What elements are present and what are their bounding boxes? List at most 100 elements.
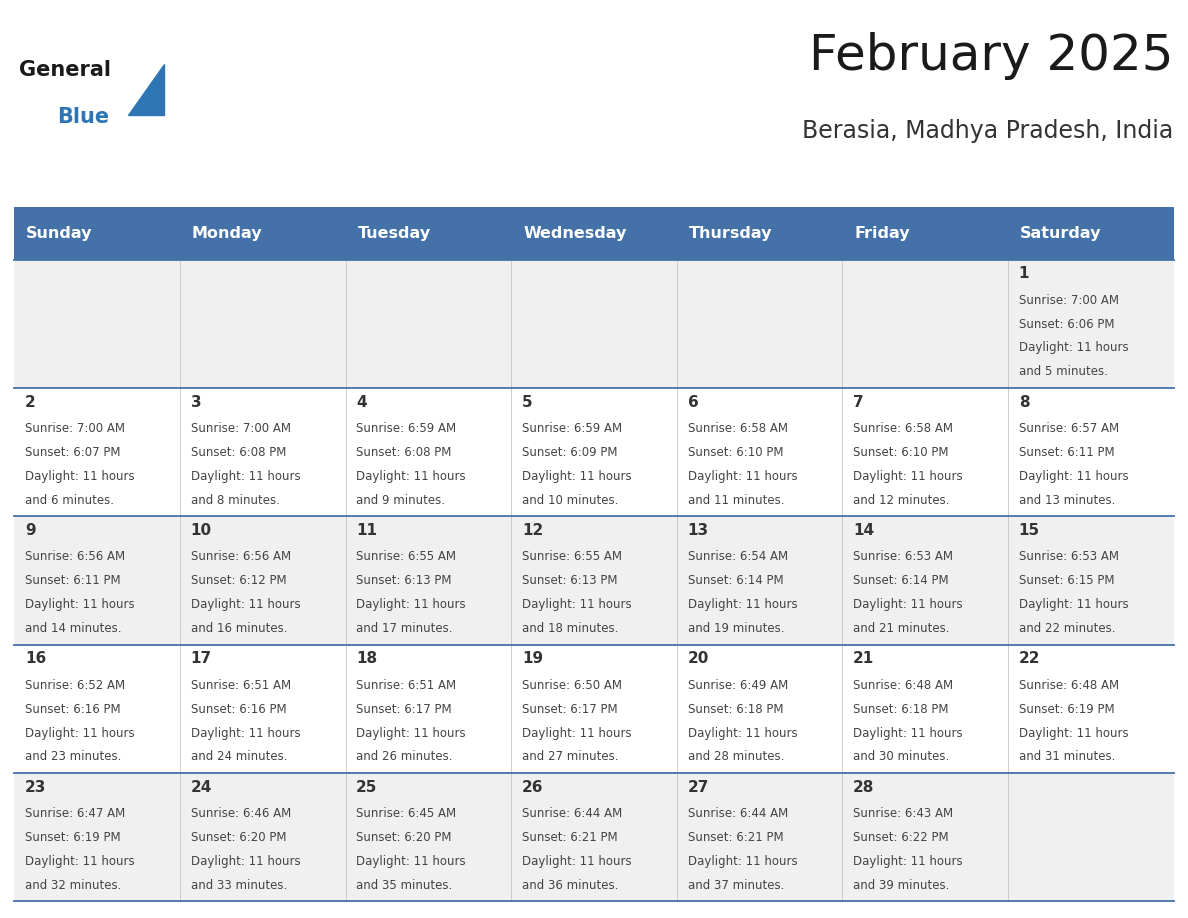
- Text: and 19 minutes.: and 19 minutes.: [688, 622, 784, 635]
- Text: 10: 10: [190, 523, 211, 538]
- Text: 16: 16: [25, 651, 46, 666]
- Text: Sunrise: 6:58 AM: Sunrise: 6:58 AM: [853, 422, 953, 435]
- Text: Daylight: 11 hours: Daylight: 11 hours: [190, 855, 301, 868]
- Text: and 22 minutes.: and 22 minutes.: [1019, 622, 1116, 635]
- Bar: [14, 260, 1174, 388]
- Text: and 27 minutes.: and 27 minutes.: [522, 750, 619, 764]
- Text: 17: 17: [190, 651, 211, 666]
- Text: 15: 15: [1019, 523, 1040, 538]
- Text: Sunset: 6:16 PM: Sunset: 6:16 PM: [25, 702, 120, 716]
- Text: 1: 1: [1019, 266, 1029, 281]
- Bar: [14, 388, 1174, 517]
- Text: and 12 minutes.: and 12 minutes.: [853, 494, 949, 507]
- Text: Sunset: 6:21 PM: Sunset: 6:21 PM: [688, 831, 783, 844]
- Text: Friday: Friday: [854, 226, 910, 241]
- Text: Sunset: 6:10 PM: Sunset: 6:10 PM: [688, 446, 783, 459]
- Text: and 13 minutes.: and 13 minutes.: [1019, 494, 1116, 507]
- Text: Sunset: 6:18 PM: Sunset: 6:18 PM: [688, 702, 783, 716]
- Text: 11: 11: [356, 523, 378, 538]
- Text: Sunrise: 6:53 AM: Sunrise: 6:53 AM: [853, 551, 953, 564]
- Text: Sunrise: 6:51 AM: Sunrise: 6:51 AM: [356, 678, 456, 692]
- Text: February 2025: February 2025: [809, 32, 1174, 80]
- Text: 5: 5: [522, 395, 532, 409]
- Text: and 8 minutes.: and 8 minutes.: [190, 494, 279, 507]
- Text: Daylight: 11 hours: Daylight: 11 hours: [25, 599, 134, 611]
- Text: and 24 minutes.: and 24 minutes.: [190, 750, 287, 764]
- Bar: [677, 207, 842, 260]
- Text: Sunrise: 7:00 AM: Sunrise: 7:00 AM: [190, 422, 291, 435]
- Bar: [14, 644, 1174, 773]
- Text: and 32 minutes.: and 32 minutes.: [25, 879, 121, 891]
- Text: and 33 minutes.: and 33 minutes.: [190, 879, 286, 891]
- Bar: [14, 773, 1174, 901]
- Text: Sunset: 6:13 PM: Sunset: 6:13 PM: [356, 575, 451, 588]
- Text: 12: 12: [522, 523, 543, 538]
- Text: Sunset: 6:11 PM: Sunset: 6:11 PM: [1019, 446, 1114, 459]
- Text: and 5 minutes.: and 5 minutes.: [1019, 365, 1107, 378]
- Text: Daylight: 11 hours: Daylight: 11 hours: [1019, 470, 1129, 483]
- Text: 24: 24: [190, 779, 211, 795]
- Text: Daylight: 11 hours: Daylight: 11 hours: [853, 726, 962, 740]
- Bar: [14, 517, 1174, 644]
- Text: Daylight: 11 hours: Daylight: 11 hours: [688, 470, 797, 483]
- Text: Sunset: 6:14 PM: Sunset: 6:14 PM: [688, 575, 783, 588]
- Text: Sunset: 6:17 PM: Sunset: 6:17 PM: [522, 702, 618, 716]
- Text: Sunrise: 6:54 AM: Sunrise: 6:54 AM: [688, 551, 788, 564]
- Text: and 9 minutes.: and 9 minutes.: [356, 494, 446, 507]
- Text: Daylight: 11 hours: Daylight: 11 hours: [190, 726, 301, 740]
- Text: Sunset: 6:17 PM: Sunset: 6:17 PM: [356, 702, 451, 716]
- Text: Sunrise: 6:48 AM: Sunrise: 6:48 AM: [853, 678, 953, 692]
- Text: and 35 minutes.: and 35 minutes.: [356, 879, 453, 891]
- Text: Sunrise: 6:56 AM: Sunrise: 6:56 AM: [25, 551, 125, 564]
- Text: 28: 28: [853, 779, 874, 795]
- Text: Sunset: 6:06 PM: Sunset: 6:06 PM: [1019, 318, 1114, 330]
- Text: and 11 minutes.: and 11 minutes.: [688, 494, 784, 507]
- Text: 8: 8: [1019, 395, 1030, 409]
- Text: Sunday: Sunday: [26, 226, 93, 241]
- Text: and 30 minutes.: and 30 minutes.: [853, 750, 949, 764]
- Text: Daylight: 11 hours: Daylight: 11 hours: [853, 599, 962, 611]
- Text: Sunrise: 6:45 AM: Sunrise: 6:45 AM: [356, 807, 456, 820]
- Text: Sunrise: 6:57 AM: Sunrise: 6:57 AM: [1019, 422, 1119, 435]
- Text: Saturday: Saturday: [1020, 226, 1101, 241]
- Text: Daylight: 11 hours: Daylight: 11 hours: [688, 855, 797, 868]
- Text: 18: 18: [356, 651, 378, 666]
- Text: Daylight: 11 hours: Daylight: 11 hours: [688, 726, 797, 740]
- Text: Daylight: 11 hours: Daylight: 11 hours: [25, 855, 134, 868]
- Text: 14: 14: [853, 523, 874, 538]
- Bar: [346, 207, 511, 260]
- Text: Daylight: 11 hours: Daylight: 11 hours: [522, 599, 632, 611]
- Text: Sunset: 6:10 PM: Sunset: 6:10 PM: [853, 446, 949, 459]
- Text: Daylight: 11 hours: Daylight: 11 hours: [853, 855, 962, 868]
- Text: Sunrise: 6:59 AM: Sunrise: 6:59 AM: [522, 422, 623, 435]
- Text: 26: 26: [522, 779, 543, 795]
- Text: Daylight: 11 hours: Daylight: 11 hours: [688, 599, 797, 611]
- Bar: [1009, 207, 1174, 260]
- Text: and 18 minutes.: and 18 minutes.: [522, 622, 618, 635]
- Text: Sunrise: 6:44 AM: Sunrise: 6:44 AM: [522, 807, 623, 820]
- Text: Sunrise: 6:55 AM: Sunrise: 6:55 AM: [522, 551, 621, 564]
- Text: Sunset: 6:16 PM: Sunset: 6:16 PM: [190, 702, 286, 716]
- Text: 20: 20: [688, 651, 709, 666]
- Text: Sunset: 6:22 PM: Sunset: 6:22 PM: [853, 831, 949, 844]
- Text: and 31 minutes.: and 31 minutes.: [1019, 750, 1116, 764]
- Text: Daylight: 11 hours: Daylight: 11 hours: [356, 855, 466, 868]
- Text: and 26 minutes.: and 26 minutes.: [356, 750, 453, 764]
- Text: Sunset: 6:19 PM: Sunset: 6:19 PM: [1019, 702, 1114, 716]
- Text: Daylight: 11 hours: Daylight: 11 hours: [522, 726, 632, 740]
- Text: Sunrise: 6:56 AM: Sunrise: 6:56 AM: [190, 551, 291, 564]
- Bar: [842, 207, 1009, 260]
- Text: Sunrise: 7:00 AM: Sunrise: 7:00 AM: [1019, 294, 1119, 307]
- Text: Sunrise: 6:44 AM: Sunrise: 6:44 AM: [688, 807, 788, 820]
- Text: 13: 13: [688, 523, 708, 538]
- Text: and 39 minutes.: and 39 minutes.: [853, 879, 949, 891]
- Text: 22: 22: [1019, 651, 1041, 666]
- Text: 7: 7: [853, 395, 864, 409]
- Text: Daylight: 11 hours: Daylight: 11 hours: [522, 855, 632, 868]
- Text: Daylight: 11 hours: Daylight: 11 hours: [356, 726, 466, 740]
- Text: 6: 6: [688, 395, 699, 409]
- Text: Monday: Monday: [191, 226, 263, 241]
- Text: Daylight: 11 hours: Daylight: 11 hours: [522, 470, 632, 483]
- Text: Sunrise: 6:55 AM: Sunrise: 6:55 AM: [356, 551, 456, 564]
- Text: Daylight: 11 hours: Daylight: 11 hours: [356, 470, 466, 483]
